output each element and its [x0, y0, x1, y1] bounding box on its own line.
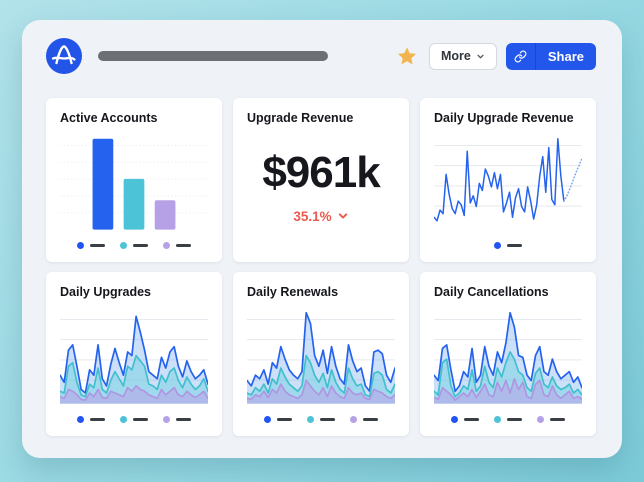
legend-dot-icon	[264, 415, 271, 423]
legend-label-placeholder	[320, 417, 335, 421]
area-chart	[247, 306, 395, 407]
line-chart	[434, 132, 582, 233]
legend-item[interactable]	[494, 415, 522, 423]
card-title: Daily Cancellations	[434, 285, 549, 299]
legend-dot-icon	[494, 415, 501, 423]
more-button[interactable]: More	[428, 42, 497, 70]
legend-dot-icon	[537, 415, 544, 423]
dashboard-header: More Share	[46, 38, 596, 74]
legend-label-placeholder	[90, 243, 105, 247]
legend-item[interactable]	[350, 415, 378, 423]
metric-change-value: 35.1%	[293, 208, 332, 224]
legend-label-placeholder	[507, 243, 522, 247]
dashboard-title-placeholder	[98, 51, 328, 61]
card-active-accounts[interactable]: Active Accounts	[46, 98, 222, 262]
share-button[interactable]: Share	[505, 42, 596, 70]
legend-label-placeholder	[464, 417, 479, 421]
amplitude-logo[interactable]	[46, 38, 82, 74]
legend-item[interactable]	[264, 415, 292, 423]
legend-item[interactable]	[77, 241, 105, 249]
amplitude-logo-icon	[51, 45, 76, 65]
legend-label-placeholder	[277, 417, 292, 421]
card-title: Daily Upgrades	[60, 285, 152, 299]
legend-dot-icon	[163, 241, 170, 249]
card-daily-upgrades[interactable]: Daily Upgrades	[46, 272, 222, 436]
card-upgrade-revenue[interactable]: Upgrade Revenue $961k 35.1%	[233, 98, 409, 262]
card-title: Daily Renewals	[247, 285, 339, 299]
legend-item[interactable]	[494, 241, 522, 249]
legend-dot-icon	[451, 415, 458, 423]
chart-legend	[60, 412, 208, 426]
legend-label-placeholder	[133, 243, 148, 247]
legend-dot-icon	[307, 415, 314, 423]
card-daily-cancellations[interactable]: Daily Cancellations	[420, 272, 596, 436]
metric-value: $961k	[262, 147, 380, 197]
share-button-label: Share	[547, 48, 584, 64]
copy-link-segment[interactable]	[506, 42, 536, 70]
legend-label-placeholder	[176, 417, 191, 421]
chart-legend	[60, 238, 208, 252]
legend-label-placeholder	[363, 417, 378, 421]
legend-item[interactable]	[77, 415, 105, 423]
area-chart	[60, 306, 208, 407]
area-chart	[434, 306, 582, 407]
legend-dot-icon	[494, 241, 501, 249]
link-icon	[514, 50, 527, 62]
legend-dot-icon	[350, 415, 357, 423]
legend-dot-icon	[120, 241, 127, 249]
metric-change: 35.1%	[293, 209, 348, 224]
chart-legend	[434, 412, 582, 426]
legend-item[interactable]	[120, 415, 148, 423]
chart-legend	[434, 238, 582, 252]
legend-item[interactable]	[120, 241, 148, 249]
card-title: Upgrade Revenue	[247, 111, 354, 125]
card-title: Daily Upgrade Revenue	[434, 111, 574, 125]
chart-legend	[247, 412, 395, 426]
legend-dot-icon	[163, 415, 170, 423]
bar-chart	[60, 132, 208, 233]
legend-item[interactable]	[307, 415, 335, 423]
chevron-down-icon	[477, 54, 484, 58]
legend-label-placeholder	[176, 243, 191, 247]
dashboard-panel: More Share Active Accounts	[22, 20, 622, 458]
legend-label-placeholder	[550, 417, 565, 421]
legend-item[interactable]	[537, 415, 565, 423]
card-daily-renewals[interactable]: Daily Renewals	[233, 272, 409, 436]
legend-item[interactable]	[451, 415, 479, 423]
more-button-label: More	[440, 49, 471, 63]
legend-label-placeholder	[507, 417, 522, 421]
card-daily-upgrade-revenue[interactable]: Daily Upgrade Revenue	[420, 98, 596, 262]
legend-item[interactable]	[163, 415, 191, 423]
legend-item[interactable]	[163, 241, 191, 249]
legend-label-placeholder	[90, 417, 105, 421]
legend-dot-icon	[77, 241, 84, 249]
card-grid: Active Accounts Upgrade Revenue $961k 35…	[46, 98, 596, 436]
favorite-star-icon[interactable]	[397, 46, 417, 66]
legend-dot-icon	[77, 415, 84, 423]
legend-label-placeholder	[133, 417, 148, 421]
legend-dot-icon	[120, 415, 127, 423]
big-number: $961k 35.1%	[247, 125, 395, 252]
change-chevron-down-icon	[338, 213, 347, 219]
card-title: Active Accounts	[60, 111, 158, 125]
